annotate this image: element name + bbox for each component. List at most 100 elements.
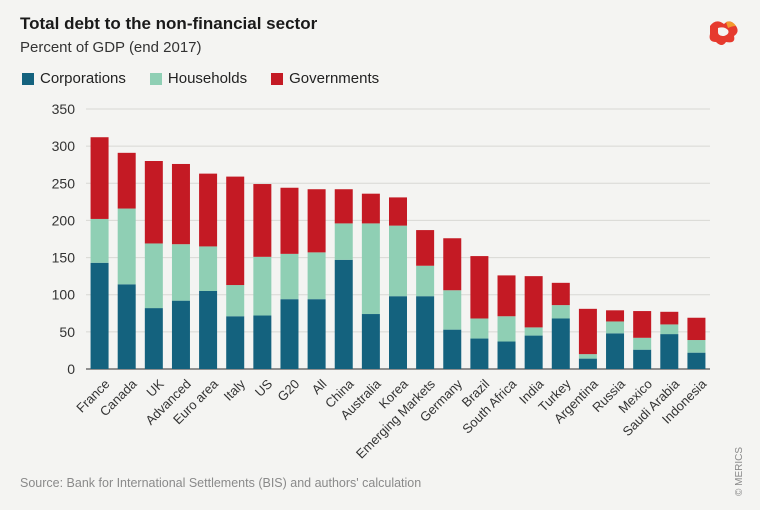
bar-advanced-governments [171,163,190,245]
bar-china-corporations [334,259,353,369]
bar-south-africa-corporations [497,341,516,369]
bar-brazil-corporations [470,338,489,369]
bar-russia-governments [606,310,625,322]
y-tick-label-300: 300 [52,138,76,154]
bar-argentina-governments [578,308,597,355]
bar-indonesia-governments [687,317,706,341]
y-tick-label-250: 250 [52,175,76,191]
bar-south-africa-households [497,316,516,342]
bar-us-governments [253,184,272,257]
y-tick-label-150: 150 [52,250,76,266]
y-tick-label-0: 0 [67,361,75,377]
bar-emerging-markets-households [416,265,435,297]
bar-china-households [334,223,353,260]
bar-korea-corporations [389,296,407,369]
bar-australia-governments [361,193,380,224]
bar-g20-households [280,253,299,300]
bar-canada-households [117,208,136,285]
legend-label-corporations: Corporations [40,70,126,87]
bar-turkey-governments [551,282,570,306]
bar-india-corporations [524,335,543,369]
bar-saudi-arabia-corporations [660,334,679,369]
bar-canada-governments [117,152,136,209]
legend-label-governments: Governments [289,70,380,87]
bar-all-corporations [307,299,326,369]
legend-item-corporations: Corporations [22,70,126,87]
bar-all-governments [307,189,326,253]
bar-germany-corporations [443,329,462,369]
bar-mexico-governments [633,311,652,338]
bar-advanced-households [171,244,190,301]
legend-item-governments: Governments [271,70,379,87]
bar-germany-households [443,290,462,330]
bar-uk-governments [144,161,163,244]
bar-saudi-arabia-governments [660,311,679,325]
bar-australia-corporations [361,314,380,369]
bar-france-households [90,218,109,263]
bar-italy-governments [226,176,245,286]
bar-argentina-households [578,354,597,359]
chart-title: Total debt to the non-financial sector [20,14,318,33]
bar-india-households [524,327,543,336]
bar-france-corporations [90,262,109,369]
bar-canada-corporations [117,284,136,369]
bar-mexico-households [633,337,652,350]
y-tick-label-50: 50 [59,324,75,340]
y-axis-tick-labels: 0 50 100 150 200 250 300 350 [52,101,76,377]
bar-south-africa-governments [497,275,516,317]
bar-uk-households [144,243,163,309]
y-tick-label-200: 200 [52,212,76,228]
bar-all-households [307,252,326,300]
bar-china-governments [334,189,353,224]
legend-swatch-corporations [22,72,34,85]
bar-g20-governments [280,187,299,254]
x-tick-label-italy: Italy [221,376,249,404]
bars [90,137,706,369]
bar-emerging-markets-governments [416,230,435,266]
legend-swatch-governments [271,72,284,85]
bar-indonesia-corporations [687,352,706,369]
x-tick-label-all: All [309,376,330,397]
source-note: Source: Bank for International Settlemen… [20,476,422,490]
bar-russia-households [606,321,625,334]
bar-france-governments [90,137,109,219]
copyright-label: © MERICS [734,446,745,496]
legend: Corporations Households Governments [22,70,379,87]
bar-italy-households [226,285,245,317]
bar-korea-households [389,225,407,297]
bar-turkey-corporations [551,318,570,369]
bar-euro-area-households [199,246,218,291]
bar-advanced-corporations [171,300,190,369]
x-tick-label-us: US [252,376,276,400]
bar-italy-corporations [226,316,245,369]
bar-russia-corporations [606,333,625,369]
bar-brazil-governments [470,256,489,319]
bar-uk-corporations [144,308,163,369]
bar-indonesia-households [687,340,706,353]
bar-g20-corporations [280,299,299,369]
bar-india-governments [524,276,543,328]
merics-logo-icon [709,21,738,45]
legend-swatch-households [149,72,162,85]
bar-us-corporations [253,315,272,369]
bar-turkey-households [551,305,570,319]
bar-australia-households [361,223,380,315]
bar-germany-governments [443,238,462,291]
chart-subtitle: Percent of GDP (end 2017) [20,39,202,56]
bar-euro-area-corporations [199,291,218,369]
x-tick-label-g20: G20 [274,376,302,404]
bar-us-households [253,256,272,316]
bar-brazil-households [470,318,489,339]
y-tick-label-350: 350 [52,101,76,117]
bar-saudi-arabia-households [660,324,679,335]
bar-emerging-markets-corporations [416,296,435,369]
bar-korea-governments [389,197,407,226]
bar-euro-area-governments [199,173,218,247]
bar-mexico-corporations [633,349,652,369]
y-tick-label-100: 100 [52,287,76,303]
bar-argentina-corporations [578,358,597,369]
legend-label-households: Households [167,70,248,87]
legend-item-households: Households [149,70,248,87]
